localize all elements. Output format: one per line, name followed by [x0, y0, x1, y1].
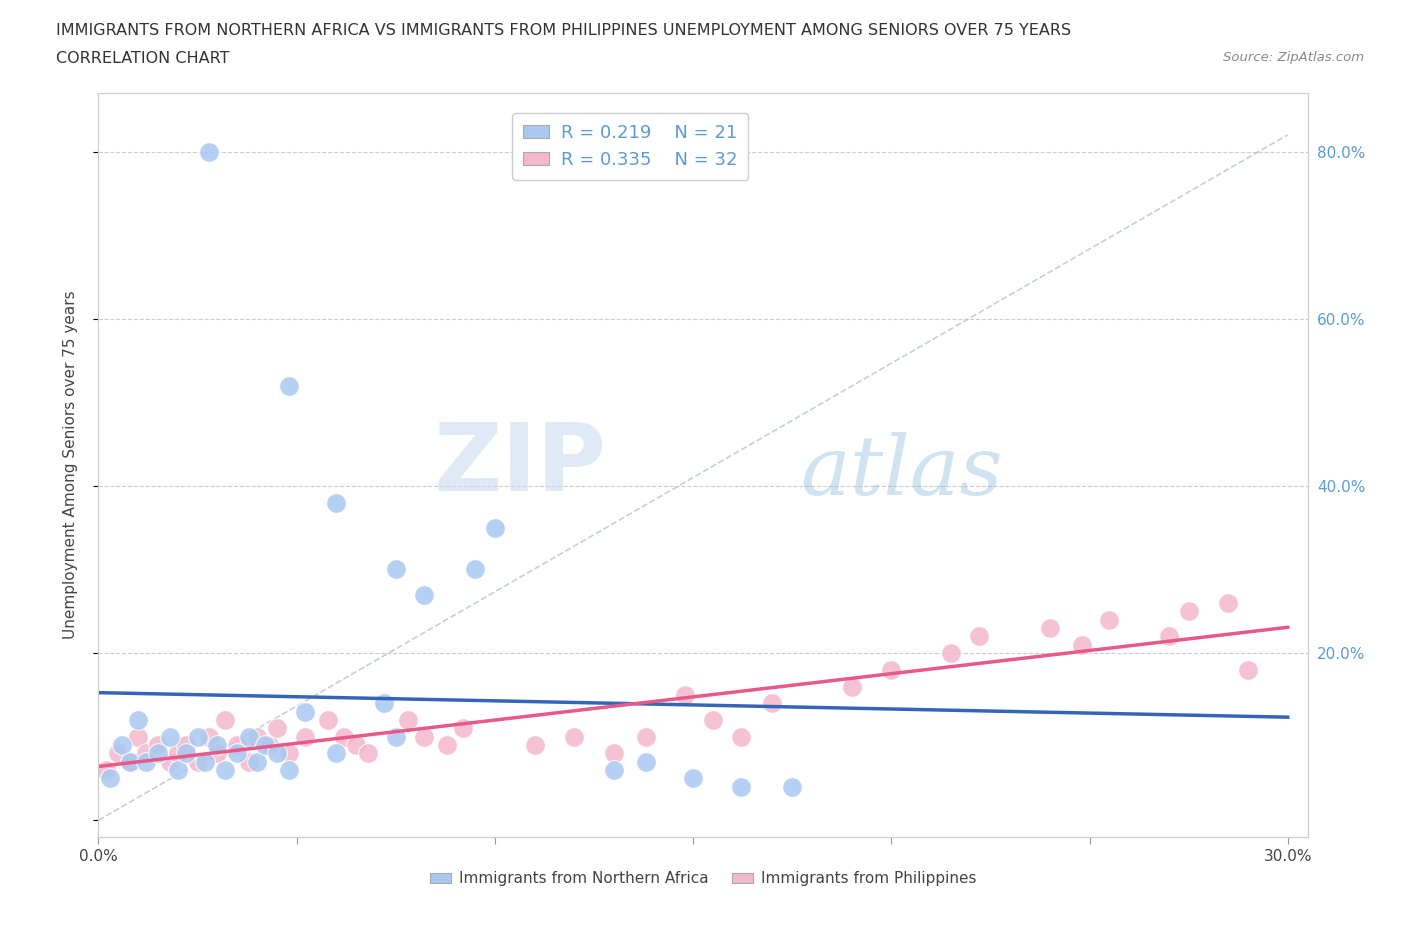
- Point: [412, 587, 434, 602]
- Point: [198, 729, 221, 744]
- Point: [266, 746, 288, 761]
- Y-axis label: Unemployment Among Seniors over 75 years: Unemployment Among Seniors over 75 years: [63, 291, 77, 639]
- Point: [967, 629, 990, 644]
- Point: [186, 729, 208, 744]
- Point: [1218, 595, 1240, 610]
- Point: [939, 645, 962, 660]
- Legend: Immigrants from Northern Africa, Immigrants from Philippines: Immigrants from Northern Africa, Immigra…: [423, 866, 983, 893]
- Point: [257, 737, 280, 752]
- Point: [761, 696, 783, 711]
- Point: [226, 737, 249, 752]
- Point: [384, 562, 406, 577]
- Point: [253, 737, 276, 752]
- Point: [294, 729, 316, 744]
- Point: [166, 763, 188, 777]
- Point: [127, 729, 149, 744]
- Point: [318, 712, 340, 727]
- Point: [634, 729, 657, 744]
- Text: ZIP: ZIP: [433, 419, 606, 511]
- Point: [333, 729, 356, 744]
- Point: [396, 712, 419, 727]
- Point: [384, 729, 406, 744]
- Point: [634, 754, 657, 769]
- Point: [780, 779, 803, 794]
- Point: [1177, 604, 1199, 618]
- Point: [673, 687, 696, 702]
- Point: [1157, 629, 1180, 644]
- Point: [198, 144, 221, 159]
- Point: [96, 763, 118, 777]
- Point: [451, 721, 474, 736]
- Point: [464, 562, 486, 577]
- Point: [107, 746, 129, 761]
- Point: [226, 746, 249, 761]
- Point: [603, 763, 626, 777]
- Text: Source: ZipAtlas.com: Source: ZipAtlas.com: [1223, 51, 1364, 64]
- Point: [603, 746, 626, 761]
- Point: [277, 763, 299, 777]
- Point: [277, 379, 299, 393]
- Point: [120, 754, 142, 769]
- Point: [238, 729, 260, 744]
- Text: IMMIGRANTS FROM NORTHERN AFRICA VS IMMIGRANTS FROM PHILIPPINES UNEMPLOYMENT AMON: IMMIGRANTS FROM NORTHERN AFRICA VS IMMIG…: [56, 23, 1071, 38]
- Point: [135, 746, 157, 761]
- Point: [166, 746, 188, 761]
- Point: [880, 662, 903, 677]
- Point: [174, 746, 197, 761]
- Point: [135, 754, 157, 769]
- Point: [344, 737, 367, 752]
- Point: [214, 763, 236, 777]
- Point: [682, 771, 704, 786]
- Point: [1237, 662, 1260, 677]
- Point: [98, 771, 121, 786]
- Text: CORRELATION CHART: CORRELATION CHART: [56, 51, 229, 66]
- Point: [111, 737, 134, 752]
- Point: [266, 721, 288, 736]
- Point: [207, 737, 229, 752]
- Point: [120, 754, 142, 769]
- Point: [702, 712, 724, 727]
- Point: [484, 520, 506, 535]
- Point: [412, 729, 434, 744]
- Point: [159, 754, 181, 769]
- Point: [325, 495, 347, 510]
- Text: atlas: atlas: [800, 432, 1002, 512]
- Point: [146, 737, 169, 752]
- Point: [373, 696, 395, 711]
- Point: [357, 746, 380, 761]
- Point: [246, 729, 269, 744]
- Point: [207, 746, 229, 761]
- Point: [562, 729, 585, 744]
- Point: [1039, 620, 1062, 635]
- Point: [277, 746, 299, 761]
- Point: [523, 737, 546, 752]
- Point: [294, 704, 316, 719]
- Point: [238, 754, 260, 769]
- Point: [194, 754, 217, 769]
- Point: [1070, 637, 1092, 652]
- Point: [841, 679, 863, 694]
- Point: [730, 729, 752, 744]
- Point: [174, 737, 197, 752]
- Point: [730, 779, 752, 794]
- Point: [186, 754, 208, 769]
- Point: [159, 729, 181, 744]
- Point: [146, 746, 169, 761]
- Point: [246, 754, 269, 769]
- Point: [1098, 612, 1121, 627]
- Point: [325, 746, 347, 761]
- Point: [127, 712, 149, 727]
- Point: [436, 737, 458, 752]
- Point: [214, 712, 236, 727]
